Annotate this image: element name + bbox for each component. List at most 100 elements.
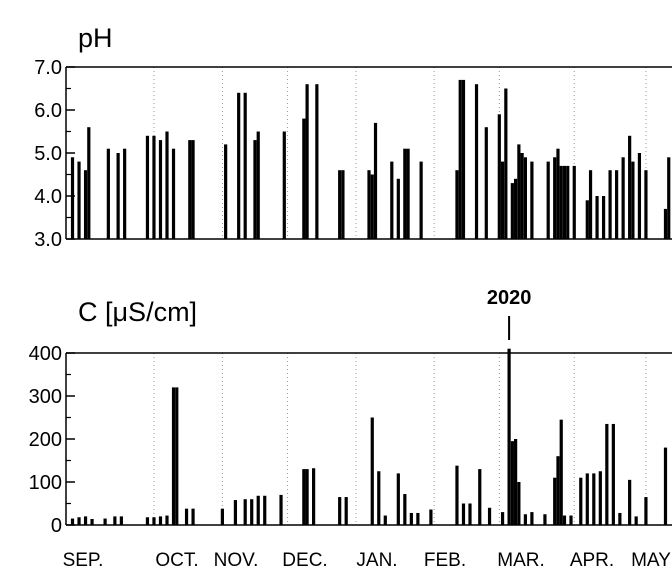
conductivity-bar: [83, 516, 88, 525]
ph-bar: [305, 84, 309, 239]
ph-bar: [523, 157, 527, 239]
conductivity-bar: [553, 477, 557, 525]
conductivity-bar: [256, 495, 260, 525]
conductivity-y-tick-label: 0: [51, 515, 62, 537]
ph-bar: [373, 122, 378, 239]
ph-bar: [667, 157, 671, 239]
conductivity-bars: [70, 348, 668, 525]
ph-bar: [224, 144, 228, 239]
ph-bar: [237, 92, 241, 239]
conductivity-y-tick-label: 200: [29, 429, 62, 451]
conductivity-bar: [191, 508, 195, 525]
conductivity-y-tick-label: 100: [29, 472, 62, 494]
conductivity-bar: [220, 508, 224, 525]
conductivity-bar: [562, 515, 567, 525]
conductivity-bar: [377, 471, 381, 525]
conductivity-bar: [569, 515, 573, 525]
conductivity-bar: [383, 515, 387, 525]
ph-bar: [562, 165, 567, 239]
ph-y-tick-label: 7.0: [34, 57, 62, 79]
conductivity-bar: [403, 494, 407, 525]
conductivity-grid: [153, 353, 647, 525]
conductivity-bar: [559, 419, 563, 525]
ph-bar: [83, 170, 88, 239]
month-label: JAN.: [356, 550, 397, 571]
ph-bar: [87, 127, 91, 239]
conductivity-bar: [543, 514, 547, 525]
conductivity-bar: [279, 494, 283, 525]
ph-grid: [153, 67, 647, 239]
ph-bar: [406, 148, 410, 239]
ph-bar: [628, 135, 632, 239]
conductivity-bar: [165, 515, 169, 525]
year-annotation-label: 2020: [487, 287, 532, 309]
ph-y-tick-label: 4.0: [34, 186, 62, 208]
conductivity-bar: [416, 512, 420, 525]
month-label: MAY: [631, 550, 671, 571]
ph-bar: [338, 170, 342, 239]
ph-bar: [621, 157, 625, 239]
month-label: MAR.: [497, 550, 545, 571]
ph-bar: [510, 183, 514, 239]
ph-bar: [282, 131, 286, 239]
ph-panel: pH 7.0 6.0 5.0 4.0 3.0: [34, 23, 672, 251]
conductivity-bar: [370, 417, 374, 525]
ph-bar: [644, 170, 648, 239]
conductivity-bar: [113, 516, 117, 525]
conductivity-bar: [158, 516, 163, 525]
ph-bar: [517, 144, 521, 239]
conductivity-bar: [487, 507, 492, 525]
ph-bar: [546, 161, 550, 239]
conductivity-bar: [312, 468, 316, 525]
ph-bar: [390, 161, 394, 239]
conductivity-bar: [455, 465, 459, 525]
conductivity-bar: [70, 518, 75, 525]
ph-bar: [556, 148, 560, 239]
ph-bar: [396, 178, 400, 239]
ph-bar: [70, 157, 75, 239]
ph-bar: [302, 118, 306, 239]
conductivity-bar: [663, 447, 668, 525]
conductivity-bar: [461, 503, 466, 525]
ph-panel-title: pH: [78, 23, 113, 53]
ph-y-tick-label: 5.0: [34, 143, 62, 165]
ph-y-tick-label: 3.0: [34, 229, 62, 251]
ph-bar: [504, 88, 508, 239]
conductivity-bar: [409, 512, 413, 525]
ph-bar: [520, 153, 524, 239]
conductivity-bar: [263, 495, 267, 525]
conductivity-bar: [507, 348, 511, 525]
conductivity-bar: [644, 497, 648, 525]
conductivity-bar: [233, 500, 238, 525]
conductivity-bar: [152, 517, 156, 525]
ph-bar: [514, 178, 518, 239]
ph-bar: [631, 161, 635, 239]
conductivity-bar: [618, 512, 622, 525]
conductivity-bar: [429, 509, 433, 525]
ph-bar: [497, 114, 501, 239]
conductivity-bar: [598, 471, 602, 525]
conductivity-ticks: 400 300 200 100 0: [29, 343, 75, 537]
conductivity-bar: [628, 479, 632, 525]
conductivity-bar: [510, 441, 514, 525]
conductivity-bar: [344, 497, 348, 525]
conductivity-bar: [592, 473, 596, 525]
ph-y-tick-label: 6.0: [34, 100, 62, 122]
ph-bar: [253, 140, 257, 239]
conductivity-bar: [184, 508, 189, 525]
conductivity-bar: [338, 497, 342, 525]
ph-bar: [637, 153, 642, 239]
conductivity-bar: [119, 516, 123, 525]
conductivity-bar: [478, 469, 482, 525]
conductivity-bar: [103, 518, 107, 525]
conductivity-panel: C [μS/cm] 2020 400 300 200 100 0: [29, 287, 672, 537]
conductivity-bar: [556, 456, 560, 525]
ph-ticks: 7.0 6.0 5.0 4.0 3.0: [34, 57, 75, 251]
conductivity-bar: [145, 517, 150, 525]
ph-bar: [191, 140, 195, 239]
month-label: SEP.: [63, 550, 104, 571]
conductivity-bar: [302, 469, 306, 525]
conductivity-bar: [500, 512, 505, 525]
ph-bar: [106, 148, 110, 239]
conductivity-bar: [171, 387, 176, 525]
